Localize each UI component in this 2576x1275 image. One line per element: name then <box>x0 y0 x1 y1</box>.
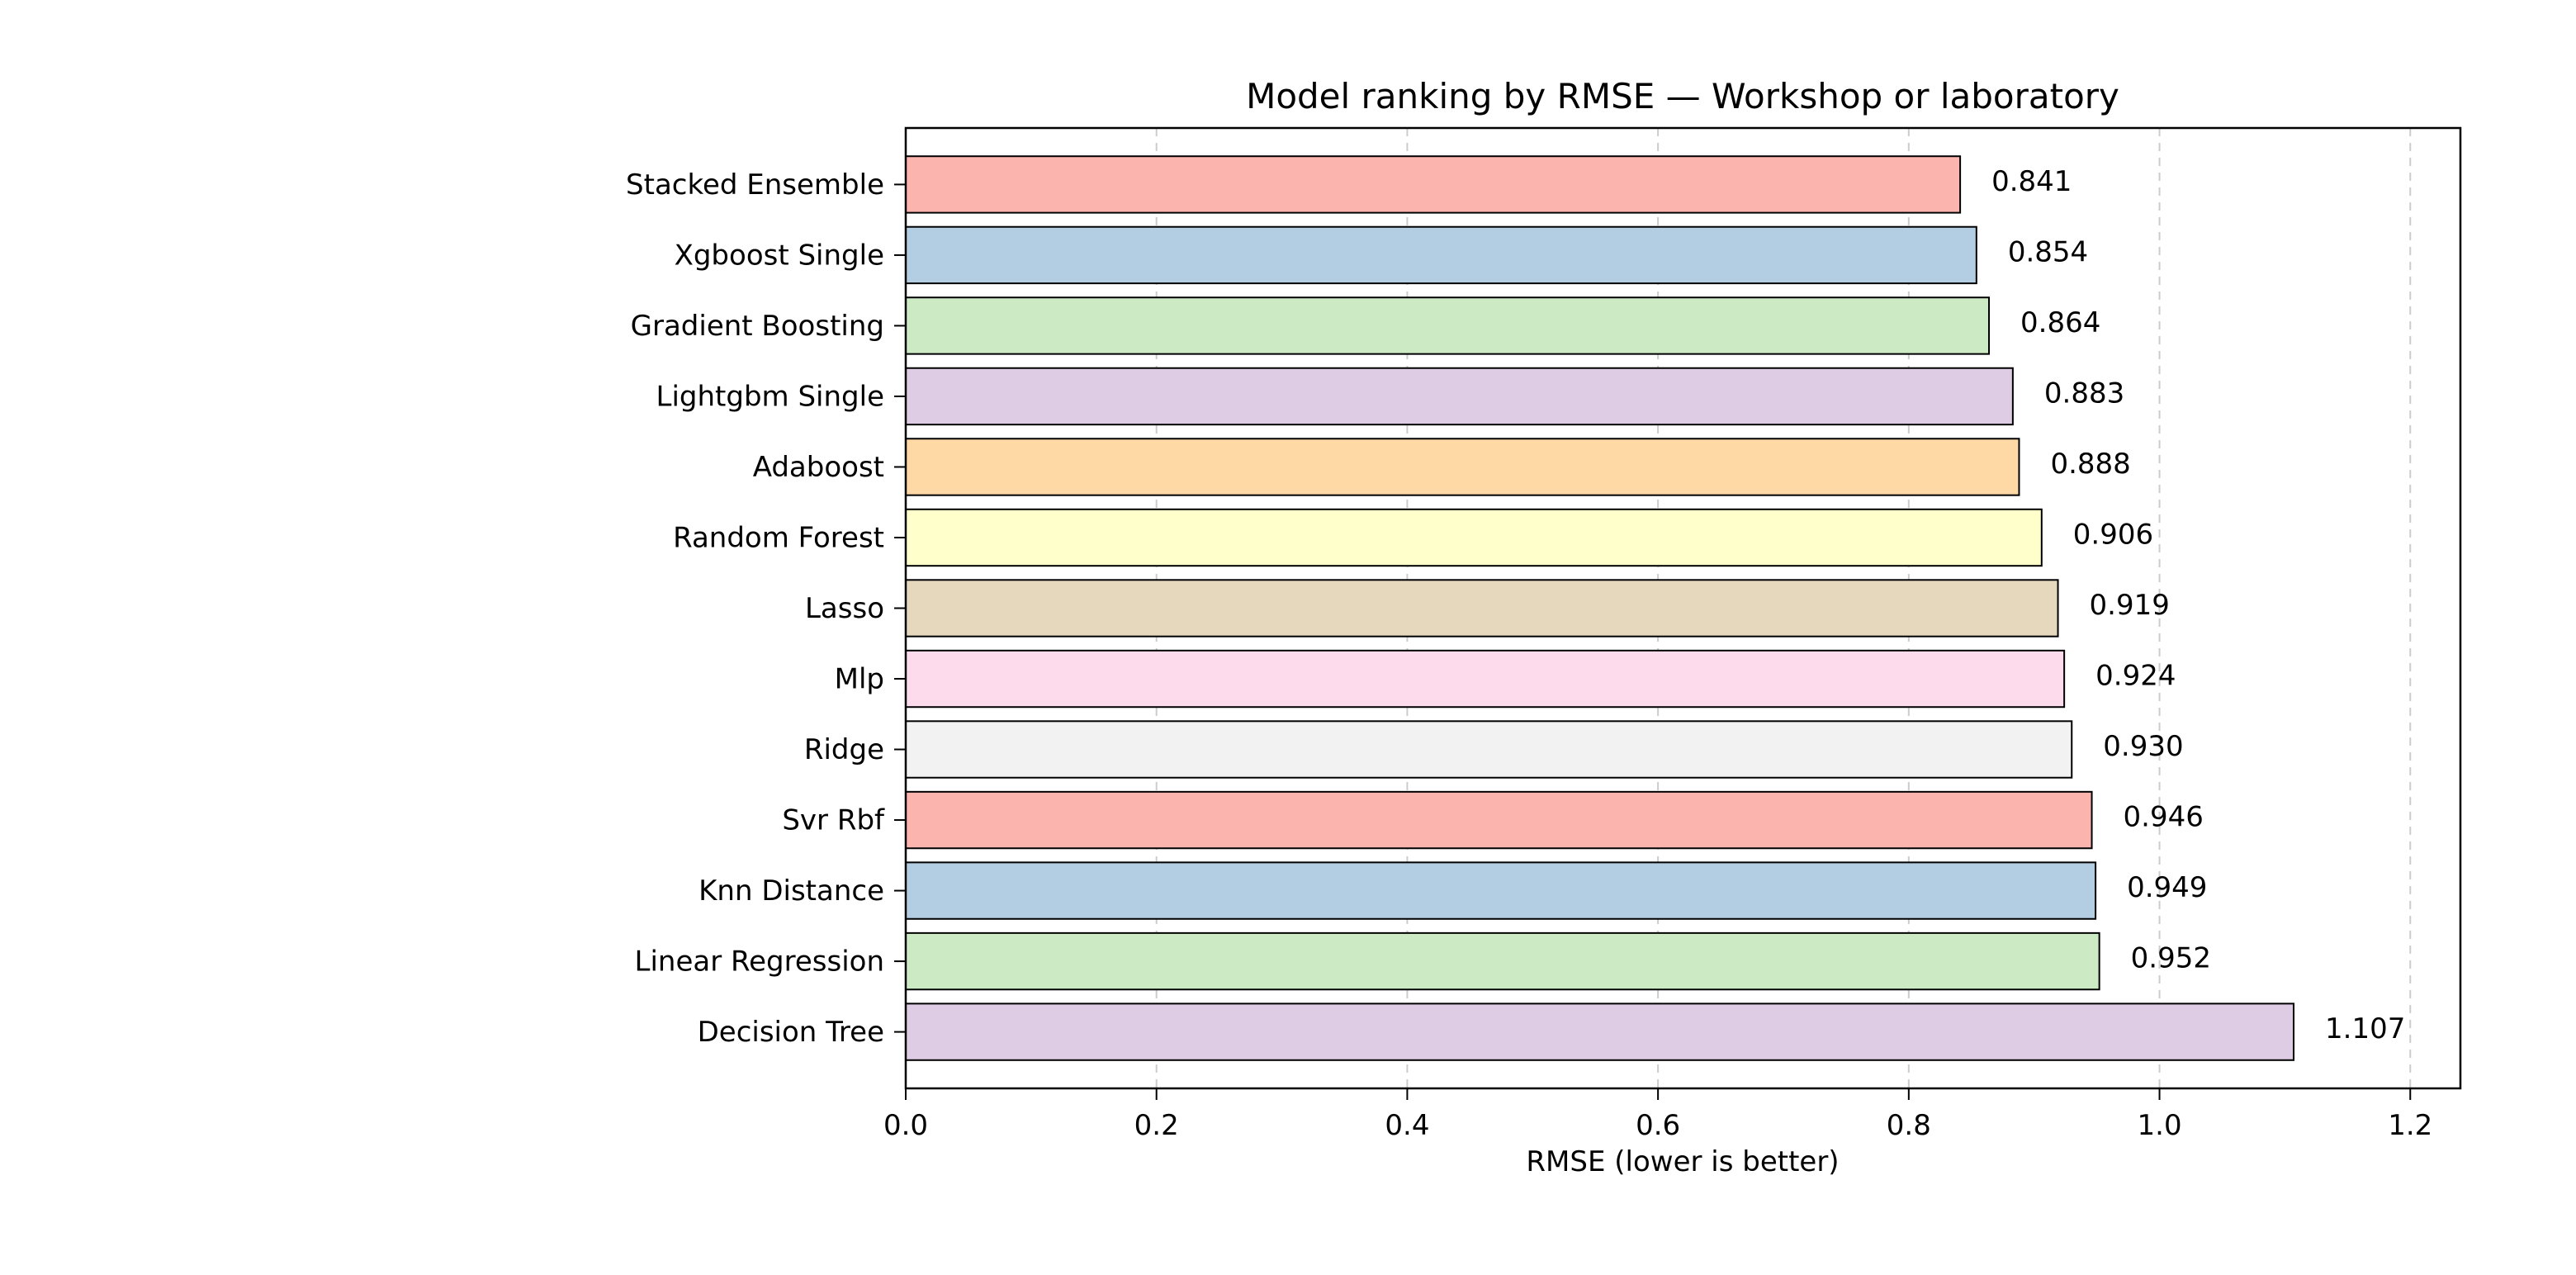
x-tick-label: 0.6 <box>1636 1109 1680 1142</box>
bar <box>905 508 2043 567</box>
bar <box>905 861 2097 920</box>
x-axis-label: RMSE (lower is better) <box>1526 1145 1839 1178</box>
bar <box>905 225 1977 285</box>
x-tick-label: 1.2 <box>2388 1109 2432 1142</box>
bar-value-label: 0.906 <box>2073 518 2153 551</box>
bars <box>905 155 2295 1061</box>
y-tick-label: Adaboost <box>753 451 884 484</box>
bar-value-label: 0.841 <box>1991 165 2072 198</box>
y-tick-label: Xgboost Single <box>675 239 884 272</box>
bar-value-label: 0.949 <box>2127 871 2207 904</box>
bar <box>905 296 1991 355</box>
bar-value-label: 0.952 <box>2131 942 2211 975</box>
bar-value-label: 0.854 <box>2008 235 2088 268</box>
bar-value-label: 0.919 <box>2090 589 2170 622</box>
x-axis-ticks: 0.0 0.2 0.4 0.6 0.8 1.0 1.2 <box>883 1088 2432 1142</box>
bar <box>905 931 2100 991</box>
y-axis-ticks: Stacked Ensemble Xgboost Single Gradient B… <box>626 168 906 1049</box>
bar <box>905 438 2020 496</box>
y-tick-label: Svr Rbf <box>782 804 885 837</box>
bar-value-label: 0.924 <box>2095 660 2176 693</box>
plot-area-frame <box>904 126 2462 1090</box>
x-tick-label: 1.0 <box>2138 1109 2182 1142</box>
bar-value-label: 0.888 <box>2050 448 2130 481</box>
bar <box>905 1002 2295 1061</box>
x-tick-label: 0.4 <box>1385 1109 1429 1142</box>
y-tick-label: Gradient Boosting <box>631 310 884 343</box>
bar <box>905 579 2059 638</box>
chart-title: Model ranking by RMSE — Workshop or labo… <box>1246 76 2119 116</box>
bar-value-label: 0.864 <box>2020 306 2100 339</box>
y-tick-label: Knn Distance <box>698 874 884 908</box>
bar <box>905 367 2014 426</box>
bar <box>905 790 2093 850</box>
bar <box>905 649 2066 709</box>
y-tick-label: Random Forest <box>673 521 884 554</box>
x-tick-label: 0.8 <box>1887 1109 1931 1142</box>
bar-value-label: 1.107 <box>2325 1012 2405 1045</box>
y-tick-label: Linear Regression <box>635 946 884 979</box>
bar-value-label: 0.930 <box>2103 730 2183 763</box>
y-tick-label: Lasso <box>805 592 884 625</box>
y-tick-label: Mlp <box>835 663 884 696</box>
y-tick-label: Ridge <box>804 733 884 766</box>
x-tick-label: 0.0 <box>883 1109 928 1142</box>
y-tick-label: Lightgbm Single <box>656 380 884 413</box>
y-tick-label: Decision Tree <box>698 1016 884 1049</box>
y-tick-label: Stacked Ensemble <box>626 168 884 201</box>
bar <box>905 155 1962 214</box>
bar-value-label: 0.946 <box>2124 801 2204 834</box>
value-labels: 0.841 0.854 0.864 0.883 0.888 0.906 0.919 0.924… <box>1991 165 2405 1045</box>
bar-value-label: 0.883 <box>2044 377 2124 410</box>
bar <box>905 720 2073 779</box>
x-tick-label: 0.2 <box>1134 1109 1179 1142</box>
